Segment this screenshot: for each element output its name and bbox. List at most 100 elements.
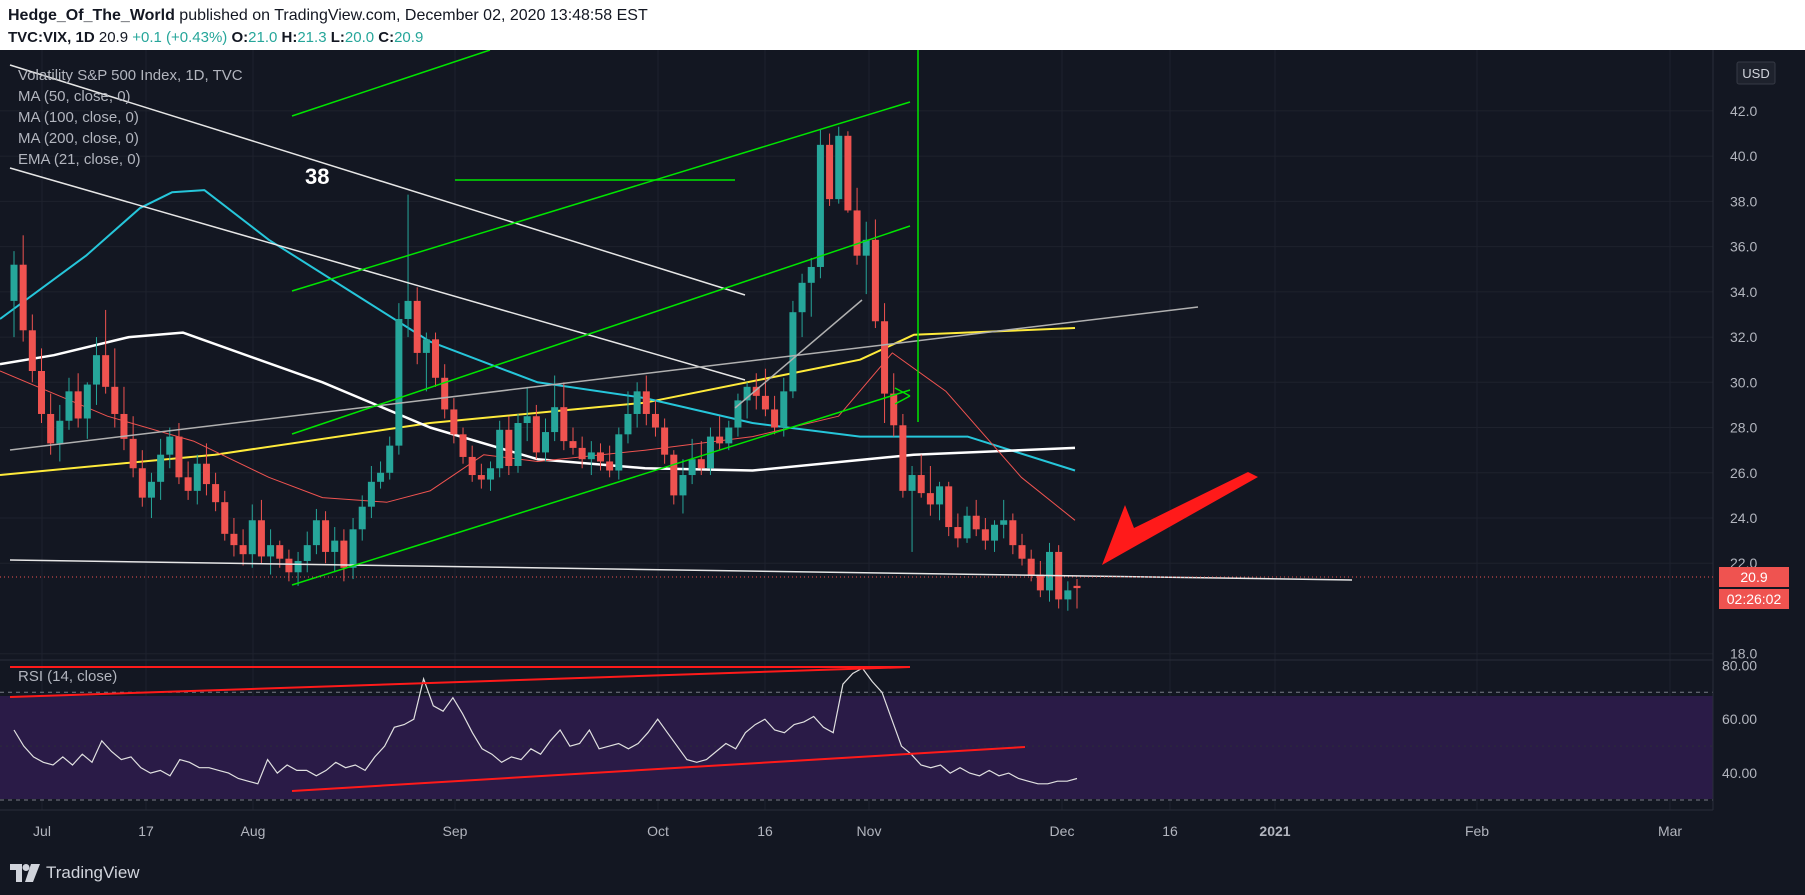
candle-body [505, 429, 513, 466]
candle-body [111, 386, 119, 414]
candle-body [74, 391, 82, 419]
candle-body [331, 540, 339, 552]
candle-body [807, 266, 815, 283]
candle-body [596, 452, 604, 462]
candle-body [615, 434, 623, 471]
green-channel-line[interactable] [291, 389, 911, 586]
price-tick-label: 24.0 [1730, 510, 1757, 526]
chart-svg[interactable]: 42.0 40.0 38.0 36.0 34.0 32.0 30.0 28.0 26.0 24.0… [0, 50, 1805, 855]
price-tick-label: 30.0 [1730, 374, 1757, 390]
candle-body [798, 282, 806, 313]
candle-body [734, 400, 742, 428]
candle-body [587, 452, 595, 460]
candle-body [651, 413, 659, 428]
candle-body [157, 454, 165, 482]
candle-body [230, 533, 238, 546]
candle-body [312, 520, 320, 546]
candle-body [422, 339, 430, 353]
candle-body [65, 391, 73, 421]
candle-body [679, 475, 687, 496]
green-arrow-mark[interactable] [894, 395, 911, 405]
candle-body [28, 330, 36, 371]
white-trendline[interactable] [9, 167, 746, 381]
symbol-label: TVC:VIX, 1D [8, 29, 95, 46]
candle-body [166, 436, 174, 455]
candle-body [1009, 520, 1017, 546]
candle-body [138, 468, 146, 498]
candle-body [267, 545, 275, 557]
candle-body [496, 429, 504, 469]
candle-body [560, 407, 568, 442]
candle-body [147, 481, 155, 498]
time-tick-label: Aug [241, 823, 266, 839]
candle-body [752, 386, 760, 396]
candle-body [633, 391, 641, 414]
candle-body [642, 391, 650, 414]
time-tick-label: 16 [1162, 823, 1178, 839]
legend-ma100[interactable]: MA (100, close, 0) [18, 109, 139, 126]
tradingview-logo-icon [10, 864, 40, 882]
last-price: 20.9 [98, 29, 129, 46]
candle-body [1036, 574, 1044, 591]
high-value: 21.3 [297, 29, 327, 46]
chart-area[interactable]: 42.0 40.0 38.0 36.0 34.0 32.0 30.0 28.0 26.0 24.0… [0, 50, 1805, 855]
candle-body [881, 321, 889, 394]
candle-body [816, 144, 824, 267]
candle-body [212, 484, 220, 503]
time-tick-label: 16 [757, 823, 773, 839]
candle-body [926, 493, 934, 505]
candle-body [835, 135, 843, 200]
price-tick-label: 40.0 [1730, 148, 1757, 164]
red-arrow-annotation[interactable] [1102, 472, 1258, 565]
rsi-tick-label: 60.00 [1722, 711, 1757, 727]
green-channel-line[interactable] [291, 101, 911, 292]
legend-ema21[interactable]: EMA (21, close, 0) [18, 151, 141, 168]
price-change: +0.1 (+0.43%) [132, 29, 228, 46]
legend-ma200[interactable]: MA (200, close, 0) [18, 130, 139, 147]
candle-body [725, 427, 733, 444]
candle-body [853, 210, 861, 256]
legend-ma50[interactable]: MA (50, close, 0) [18, 88, 131, 105]
green-channel-line[interactable] [291, 225, 911, 435]
candle-body [890, 393, 898, 426]
candle-body [477, 475, 485, 480]
red-rsi-trendline[interactable] [291, 746, 1026, 792]
candle-body [395, 318, 403, 446]
author-name[interactable]: Hedge_Of_The_World [8, 7, 175, 24]
candle-body [670, 454, 678, 496]
candle-body [542, 432, 549, 453]
price-tick-label: 28.0 [1730, 420, 1757, 436]
candle-body [441, 377, 449, 410]
rsi-lines [0, 691, 1713, 801]
legend-rsi[interactable]: RSI (14, close) [18, 668, 118, 685]
candle-body [56, 420, 64, 444]
usd-label: USD [1742, 66, 1769, 81]
candle-body [862, 239, 870, 256]
candle-body [19, 264, 27, 331]
candle-body [193, 463, 201, 491]
countdown-label: 02:26:02 [1727, 591, 1782, 607]
candle-body [468, 456, 476, 476]
candle-body [1018, 545, 1026, 559]
green-arrow-mark[interactable] [894, 387, 911, 397]
candle-body [523, 416, 531, 424]
green-channel-line[interactable] [291, 50, 491, 117]
countdown-badge: 02:26:02 [1719, 589, 1789, 609]
ma100-line [0, 189, 1076, 472]
price-badge-label: 20.9 [1740, 569, 1767, 585]
candle-body [963, 515, 971, 539]
grey-trendline[interactable] [9, 306, 1199, 451]
ma200-line [0, 327, 1076, 476]
candle-body [358, 506, 366, 530]
candle-body [367, 481, 375, 507]
usd-button[interactable]: USD [1736, 61, 1776, 85]
candle-body [844, 135, 852, 211]
legend-title: Volatility S&P 500 Index, 1D, TVC [18, 67, 243, 84]
tradingview-logo[interactable]: TradingView [10, 863, 140, 883]
candle-body [386, 445, 394, 473]
candle-body [789, 312, 797, 392]
time-tick-label: Feb [1465, 823, 1489, 839]
red-rsi-trendline[interactable] [9, 666, 911, 698]
grey-trendline[interactable] [734, 299, 863, 409]
white-trendline[interactable] [9, 64, 746, 296]
